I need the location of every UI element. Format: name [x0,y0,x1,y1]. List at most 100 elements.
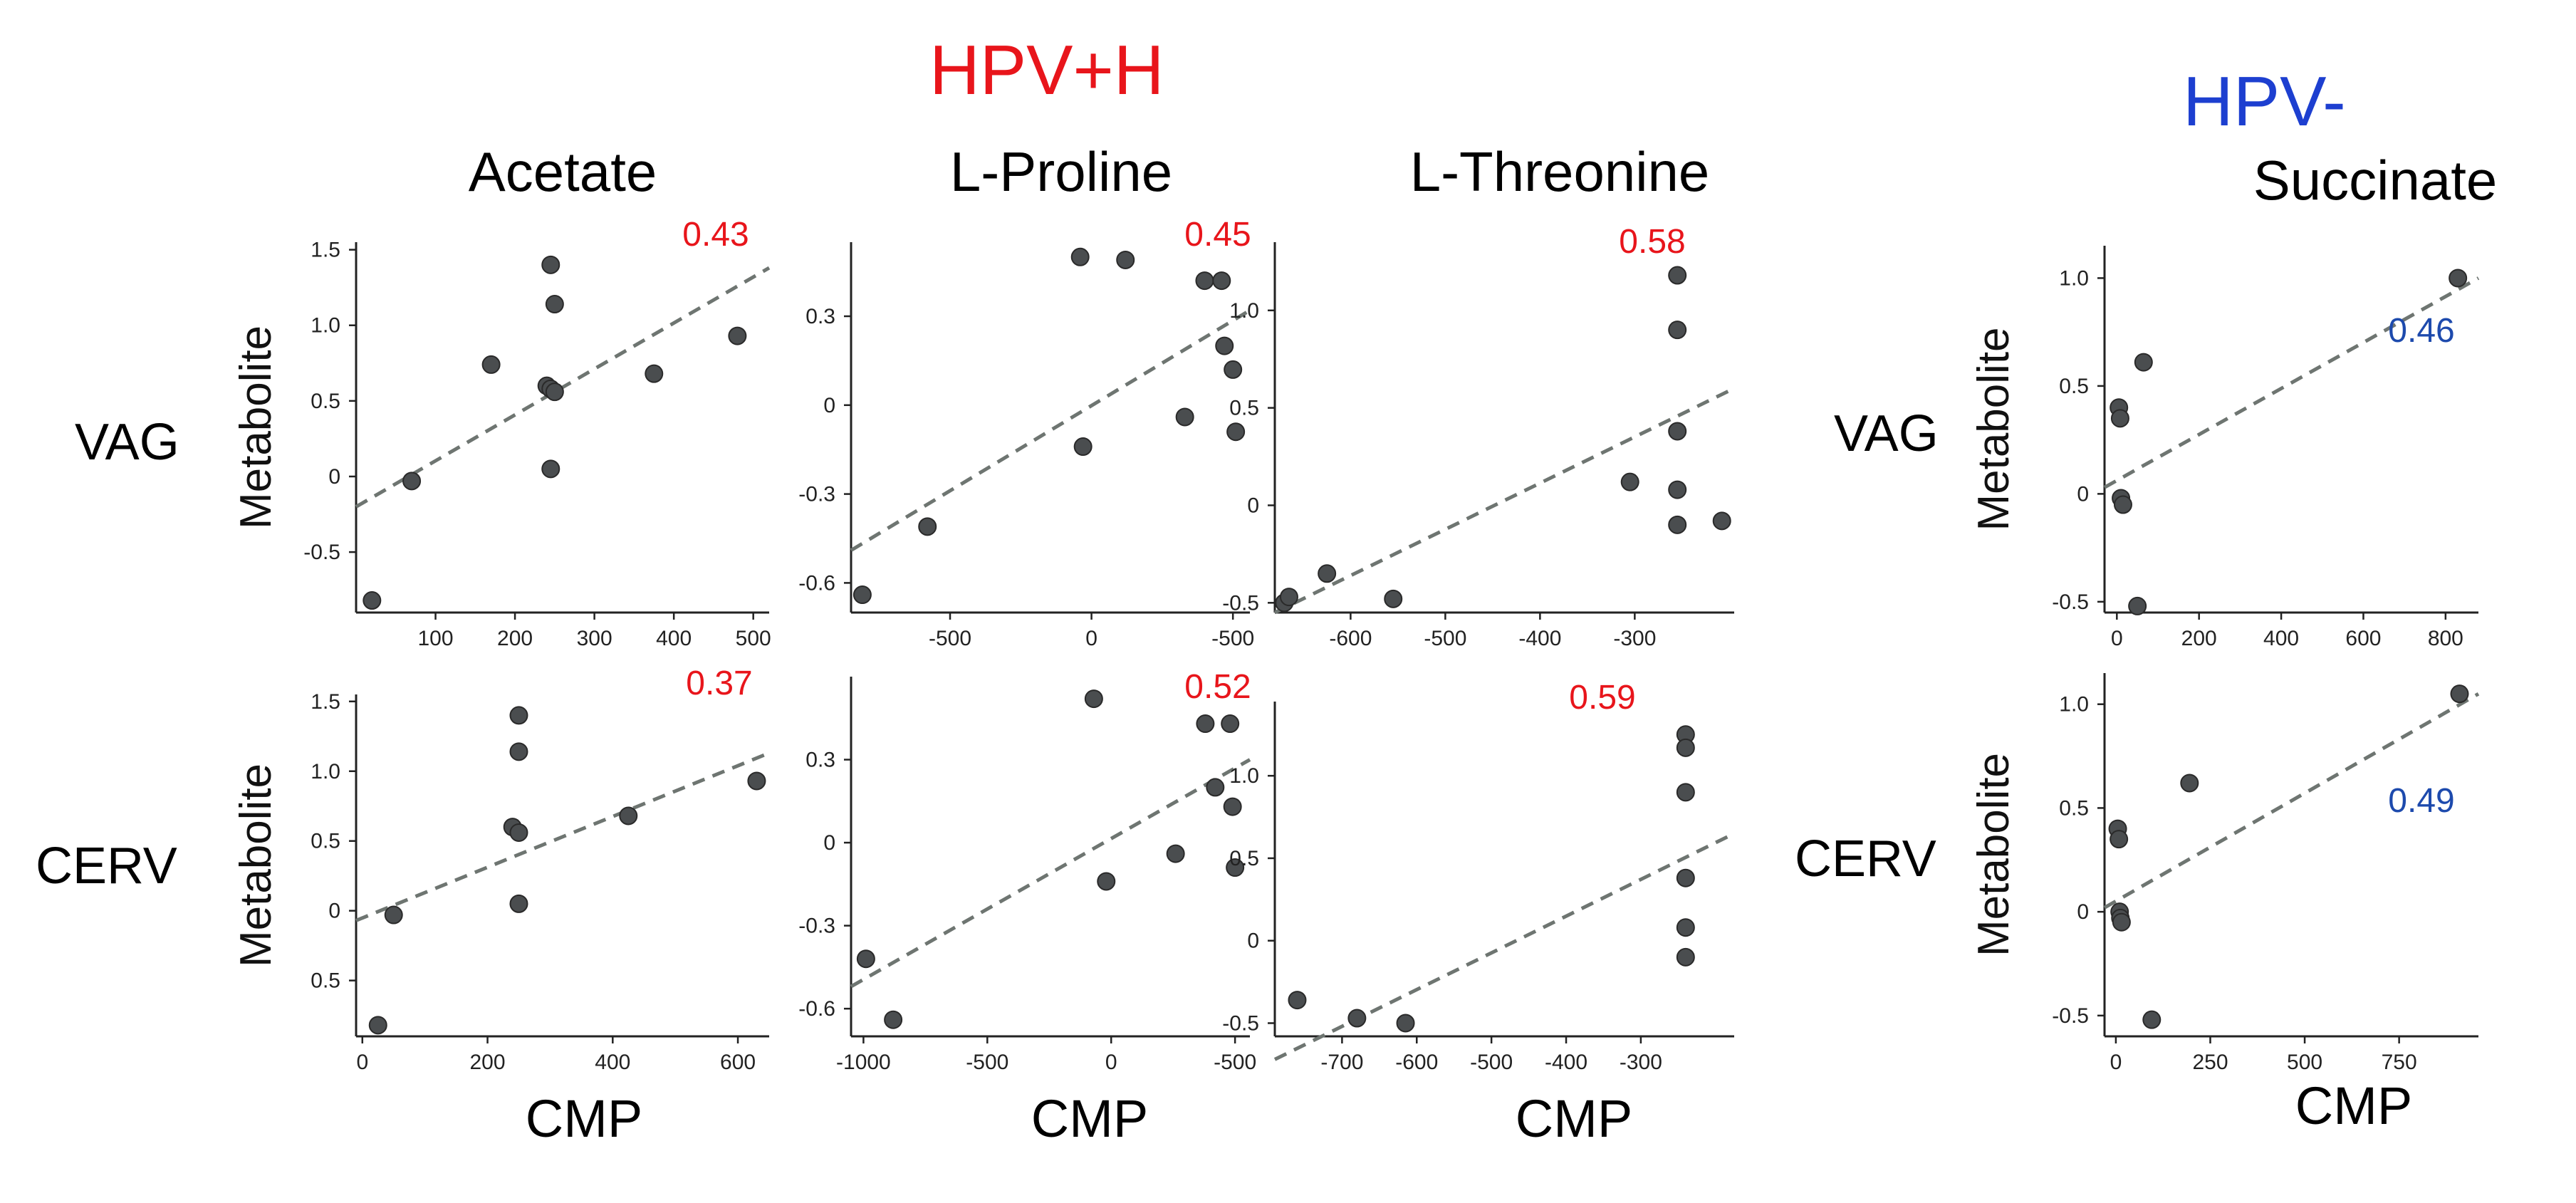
column-title-succinate: Succinate [2253,149,2498,212]
panel-1-data-point [545,382,564,402]
panel-1-x-tick-label: 100 [418,627,454,650]
panel-7-data-point [1347,1009,1367,1028]
panel-1-x-tick-label: 400 [656,627,692,650]
panel-6-data-point [1226,858,1245,877]
column-title-l-proline: L-Proline [949,140,1173,203]
panel-2-data-point [852,585,872,605]
panel-4-y-tick-label: 1.0 [2059,266,2089,290]
panel-3-y-tick-label: -0.5 [1222,591,1259,615]
panel-2-data-point [1073,437,1093,457]
panel-3-y-tick-label: 0.5 [1229,397,1259,420]
panel-4-y-axis-title: Metabolite [1969,327,2018,531]
panel-5-data-point [384,905,403,925]
panel-3-y-tick-label: 1.0 [1229,299,1259,323]
panel-8-y-tick-label: 1.0 [2059,693,2089,717]
x-axis-label-l-threonine: CMP [1515,1089,1633,1148]
panel-2-y-tick-label: 0.3 [805,305,835,328]
group-title-hpv-negative: HPV- [2183,62,2346,140]
panel-5-y-tick-label: 0 [328,900,340,923]
panel-5-correlation-value: 0.37 [686,665,752,702]
panel-5-x-tick-label: 0 [356,1051,368,1074]
x-axis-label-succinate: CMP [2295,1076,2413,1135]
panel-4-data-point [2134,353,2153,372]
panel-8-x-tick-label: 0 [2110,1051,2122,1074]
panel-3-x-tick-label: -300 [1613,627,1656,650]
panel-7-x-tick-label: -700 [1320,1051,1363,1074]
panel-6-y-tick-label: 0 [823,831,835,855]
panel-7-correlation-value: 0.59 [1569,679,1635,717]
panel-5-regression-line [355,751,770,922]
panel-2-data-point [1175,407,1194,427]
panel-2-y-tick-label: 0 [823,394,835,417]
panel-3-data-point [1668,480,1687,499]
panel-5-data-point [747,771,766,791]
panel-5-data-point [509,706,528,725]
panel-2-y-tick-label: -0.3 [798,483,835,506]
panel-2-x-tick-label: -500 [1211,627,1254,650]
panel-3-data-point [1384,589,1403,608]
panel-3-y-tick-label: 0 [1247,494,1259,517]
panel-2-data-point [1224,360,1243,379]
panel-3-data-point [1620,472,1639,491]
panel-4-data-point [2128,596,2147,615]
panel-6-data-point [1084,689,1103,709]
panel-3-data-point [1668,422,1687,441]
panel-2-x-tick-label: 0 [1085,627,1097,650]
panel-8-data-point [2450,684,2469,704]
row-label-vag: VAG [75,414,179,471]
panel-7-data-point [1676,738,1695,757]
panel-6-data-point [1196,714,1215,734]
panel-1-y-axis-title: Metabolite [231,326,281,529]
panel-5-x-tick-label: 400 [595,1051,630,1074]
panel-7-x-tick-label: -400 [1545,1051,1587,1074]
panel-5-data-point [368,1016,387,1035]
row-label-cerv-hpv-negative: CERV [1795,830,1936,887]
panel-3-regression-line [1273,387,1736,615]
panel-2-data-point [1212,271,1231,291]
group-title-hpv-positive: HPV+H [929,31,1164,109]
panel-6-x-tick-label: -500 [966,1051,1008,1074]
panel-1-data-point [645,364,664,383]
panel-6-data-point [1166,844,1185,863]
panel-5-data-point [619,806,638,826]
panel-8-data-point [2180,774,2199,793]
panel-1-correlation-value: 0.43 [682,216,749,254]
panel-4-data-point [2449,269,2468,288]
panel-4-regression-line [2103,276,2480,489]
panel-1-y-tick-label: 1.0 [311,314,340,338]
panel-7-data-point [1396,1014,1415,1033]
panel-2-data-point [1215,336,1234,355]
panel-6-x-tick-label: 0 [1105,1051,1117,1074]
panel-8-y-tick-label: -0.5 [2052,1004,2089,1028]
panel-3-x-tick-label: -400 [1518,627,1561,650]
panel-7-x-tick-label: -600 [1395,1051,1438,1074]
panel-2-data-point [1070,247,1090,266]
panel-6-data-point [1097,872,1116,891]
panel-3-data-point [1668,266,1687,285]
panel-1-x-tick-label: 500 [736,627,771,650]
panel-5-x-tick-label: 200 [470,1051,506,1074]
panel-1-x-tick-label: 300 [577,627,612,650]
panel-7-data-point [1676,947,1695,967]
panel-7-data-point [1288,991,1307,1010]
panel-4-y-tick-label: -0.5 [2052,590,2089,614]
panel-4-x-tick-label: 600 [2345,627,2381,650]
panel-1-x-tick-label: 200 [497,627,533,650]
panel-1-data-point [545,295,564,314]
panel-2-x-tick-label: -500 [929,627,971,650]
panel-4-data-point [2113,495,2132,514]
panel-2-regression-line [850,308,1251,552]
panel-8-y-tick-label: 0.5 [2059,796,2089,820]
panel-6-x-tick-label: -500 [1214,1051,1256,1074]
panel-7-data-point [1676,868,1695,887]
panel-6-y-tick-label: -0.3 [798,915,835,938]
panel-5-x-tick-label: 600 [720,1051,756,1074]
panel-6-y-tick-label: 0.3 [805,749,835,772]
panel-6-y-tick-label: -0.6 [798,997,835,1021]
panel-2-data-point [1226,422,1246,442]
panel-8-y-axis-title: Metabolite [1969,753,2018,957]
row-label-vag-hpv-negative: VAG [1834,405,1939,462]
panel-5-data-point [509,742,528,761]
panel-1-data-point [481,355,501,374]
panel-6-data-point [856,949,875,969]
